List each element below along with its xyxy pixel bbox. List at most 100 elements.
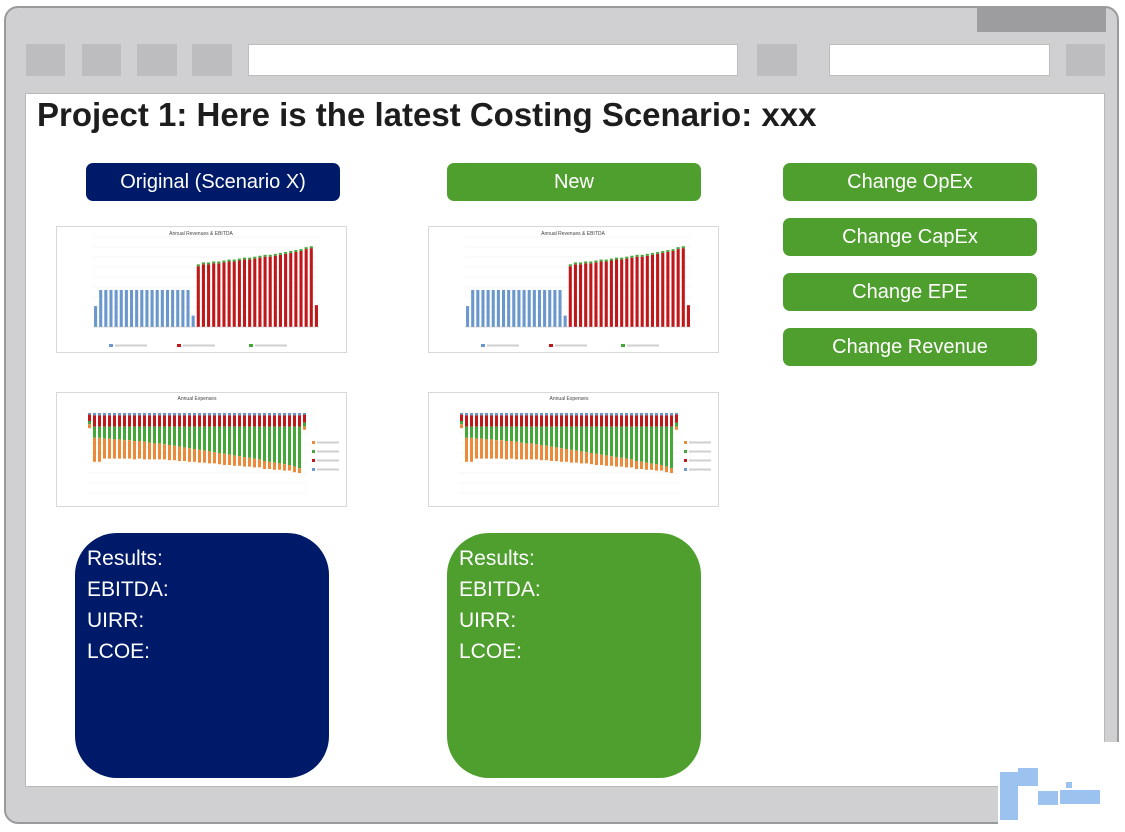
expense-bar — [118, 426, 121, 440]
expense-bar — [158, 426, 161, 444]
go-button[interactable] — [757, 44, 797, 76]
revenue-bar — [568, 266, 572, 327]
expense-bar — [610, 415, 613, 427]
expense-bar — [138, 441, 141, 459]
legend-swatch — [177, 344, 181, 347]
expense-bar — [470, 437, 473, 462]
expense-bar — [163, 426, 166, 445]
expense-bar — [148, 426, 151, 443]
expense-bar — [660, 426, 663, 465]
expense-bar — [555, 426, 558, 448]
expense-bar — [665, 413, 668, 416]
expense-bar — [228, 426, 231, 455]
expense-bar — [640, 415, 643, 427]
expense-bar — [108, 438, 111, 459]
change-revenue-button[interactable]: Change Revenue — [783, 328, 1037, 366]
expense-bar — [123, 426, 126, 441]
expense-bar — [510, 415, 513, 427]
legend-swatch — [684, 468, 687, 471]
expense-bar — [545, 413, 548, 416]
expense-bar — [525, 443, 528, 460]
expense-bar — [570, 415, 573, 427]
expense-bar — [530, 413, 533, 416]
revenue-bar — [268, 254, 272, 257]
expense-bar — [500, 440, 503, 459]
expense-bar — [268, 461, 271, 469]
expense-bar — [565, 413, 568, 416]
expense-bar — [303, 414, 306, 423]
new-scenario-button[interactable]: New — [447, 163, 701, 201]
change-capex-button[interactable]: Change CapEx — [783, 218, 1037, 256]
legend-swatch — [621, 344, 625, 347]
refresh-button[interactable] — [137, 44, 177, 76]
original-expenses-chart: Annual Expenses — [56, 392, 347, 507]
expense-bar — [550, 413, 553, 416]
revenue-bar — [160, 289, 164, 327]
expense-bar — [535, 415, 538, 427]
search-field[interactable] — [829, 44, 1050, 76]
expense-bar — [263, 461, 266, 469]
change-epe-button[interactable]: Change EPE — [783, 273, 1037, 311]
expense-bar — [510, 426, 513, 441]
expense-bar — [645, 462, 648, 470]
expense-bar — [233, 415, 236, 427]
thumbnail-preview[interactable] — [998, 742, 1125, 832]
expense-bar — [133, 415, 136, 427]
expense-bar — [470, 426, 473, 438]
expense-bar — [520, 426, 523, 443]
expense-bar — [208, 451, 211, 464]
expense-bar — [223, 413, 226, 416]
address-bar[interactable] — [248, 44, 738, 76]
window-title-tab[interactable] — [977, 6, 1106, 32]
expense-bar — [610, 413, 613, 416]
legend-swatch — [312, 468, 315, 471]
expense-bar — [203, 426, 206, 451]
expense-bar — [555, 447, 558, 461]
change-opex-button[interactable]: Change OpEx — [783, 163, 1037, 201]
expense-bar — [655, 415, 658, 427]
expense-bar — [630, 413, 633, 416]
expense-bar — [218, 426, 221, 453]
expense-bar — [283, 413, 286, 416]
expense-bar — [675, 426, 678, 430]
expense-bar — [660, 415, 663, 427]
expense-bar — [283, 415, 286, 427]
revenue-bar — [553, 289, 557, 327]
expense-bar — [273, 426, 276, 463]
forward-button[interactable] — [82, 44, 121, 76]
expense-bar — [278, 463, 281, 470]
legend-text — [115, 344, 147, 347]
lcoe-label: LCOE: — [459, 640, 523, 663]
expense-bar — [298, 413, 301, 416]
revenue-bar — [630, 257, 634, 327]
home-button[interactable] — [192, 44, 232, 76]
revenue-bar — [212, 263, 216, 327]
expense-bar — [158, 443, 161, 460]
revenue-bar — [309, 248, 313, 327]
new-expenses-chart: Annual Expenses — [428, 392, 719, 507]
back-button[interactable] — [26, 44, 65, 76]
expense-bar — [193, 415, 196, 427]
revenue-bar — [501, 289, 506, 327]
expense-bar — [273, 413, 276, 416]
expense-bar — [640, 426, 643, 462]
revenue-bar — [491, 289, 495, 327]
revenue-bar — [686, 305, 690, 327]
expense-bar — [93, 437, 96, 462]
revenue-bar — [512, 289, 516, 327]
revenue-bar — [114, 289, 118, 327]
original-expenses-chart-svg: Annual Expenses — [87, 396, 339, 494]
expense-bar — [580, 426, 583, 452]
revenue-bar — [527, 289, 531, 327]
expense-bar — [108, 426, 111, 439]
expense-bar — [565, 426, 568, 449]
expense-bar — [288, 413, 291, 416]
original-scenario-button[interactable]: Original (Scenario X) — [86, 163, 340, 201]
menu-button[interactable] — [1066, 44, 1105, 76]
expense-bar — [158, 413, 161, 416]
revenue-bar — [579, 262, 583, 265]
ebitda-label: EBITDA: — [459, 578, 541, 601]
expense-bar — [600, 426, 603, 455]
expense-bar — [465, 426, 468, 438]
expense-bar — [550, 446, 553, 461]
